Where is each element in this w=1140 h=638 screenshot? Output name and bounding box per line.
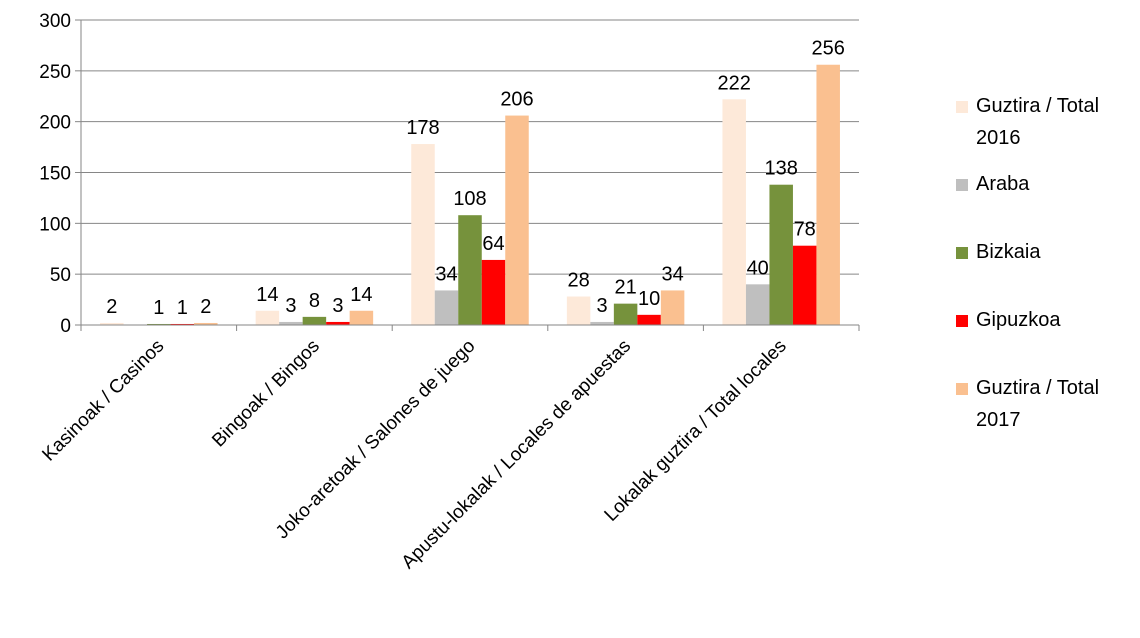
bar — [590, 321, 614, 325]
legend-label: 2016 — [976, 127, 1021, 149]
y-tick-label: 0 — [60, 316, 71, 337]
legend-swatch — [956, 315, 968, 327]
legend-label: Guztira / Total — [976, 377, 1100, 399]
y-tick-label: 50 — [50, 265, 71, 286]
legend-item: Guztira / Total 2017 — [956, 372, 1140, 436]
legend-swatch — [956, 247, 968, 259]
legend-item: Araba — [956, 168, 1140, 200]
legend-item: Guztira / Total 2016 — [956, 90, 1140, 154]
bar — [505, 115, 529, 325]
bar — [481, 259, 506, 325]
data-label: 2 — [200, 296, 211, 318]
data-label: 178 — [406, 117, 439, 139]
bar — [792, 245, 817, 325]
data-label: 78 — [794, 219, 816, 241]
data-label: 21 — [614, 277, 636, 299]
data-label: 10 — [638, 288, 660, 310]
data-label: 3 — [285, 295, 296, 317]
data-label: 1 — [153, 297, 164, 319]
bar — [147, 323, 171, 325]
legend-swatch — [956, 101, 968, 113]
y-tick-label: 300 — [39, 11, 71, 32]
data-label: 28 — [567, 270, 589, 292]
legend-label: 2017 — [976, 409, 1021, 431]
y-axis-ticks: 0 50 100 150 200 250 300 — [39, 11, 71, 337]
bar — [302, 316, 327, 325]
bars — [100, 64, 840, 325]
bar — [194, 322, 218, 325]
y-tick-label: 200 — [39, 113, 71, 134]
legend-label: Gipuzkoa — [976, 309, 1061, 331]
y-tick-label: 100 — [39, 214, 71, 235]
data-label: 222 — [718, 72, 751, 94]
data-label: 64 — [482, 233, 504, 255]
data-label: 34 — [661, 263, 683, 285]
data-label: 206 — [500, 89, 533, 111]
bar — [170, 323, 195, 325]
data-label: 14 — [256, 284, 278, 306]
legend-swatch — [956, 179, 968, 191]
bar — [411, 144, 435, 325]
bar — [458, 215, 482, 325]
bar — [566, 296, 591, 325]
legend-item: Bizkaia — [956, 236, 1140, 268]
y-tick-label: 250 — [39, 62, 71, 83]
data-label: 14 — [350, 284, 372, 306]
legend-label: Bizkaia — [976, 241, 1041, 263]
data-label: 8 — [309, 290, 320, 312]
bar — [100, 322, 124, 325]
bar — [722, 99, 746, 325]
data-label: 2 — [106, 296, 117, 318]
data-label: 40 — [747, 257, 769, 279]
category-label: Lokalak guztira / Total locales — [601, 336, 791, 526]
category-label: Kasinoak / Casinos — [38, 336, 168, 466]
bar — [745, 284, 770, 325]
axes — [75, 19, 860, 331]
bar — [255, 310, 280, 325]
data-label: 3 — [332, 295, 343, 317]
legend-swatch — [956, 383, 968, 395]
y-tick-label: 150 — [39, 164, 71, 185]
bar — [326, 321, 350, 325]
data-label: 108 — [453, 188, 486, 210]
data-label: 138 — [765, 158, 798, 180]
data-label: 256 — [812, 38, 845, 60]
bar — [769, 184, 793, 325]
data-label: 3 — [597, 295, 608, 317]
legend: Guztira / Total 2016 Araba Bizkaia Gipuzkoa G… — [956, 90, 1140, 436]
legend-label: Araba — [976, 173, 1030, 195]
category-labels: Kasinoak / Casinos Bingoak / BingosJoko-a… — [38, 336, 790, 573]
bar — [349, 310, 374, 325]
bar — [613, 303, 638, 325]
data-label: 1 — [177, 297, 188, 319]
data-label: 34 — [435, 263, 457, 285]
bar — [637, 314, 661, 325]
category-label: Bingoak / Bingos — [208, 336, 324, 452]
bar — [434, 290, 459, 325]
legend-label: Guztira / Total — [976, 95, 1100, 117]
bar — [279, 321, 303, 325]
bar — [816, 64, 840, 325]
bar — [660, 290, 685, 325]
legend-item: Gipuzkoa — [956, 304, 1140, 336]
